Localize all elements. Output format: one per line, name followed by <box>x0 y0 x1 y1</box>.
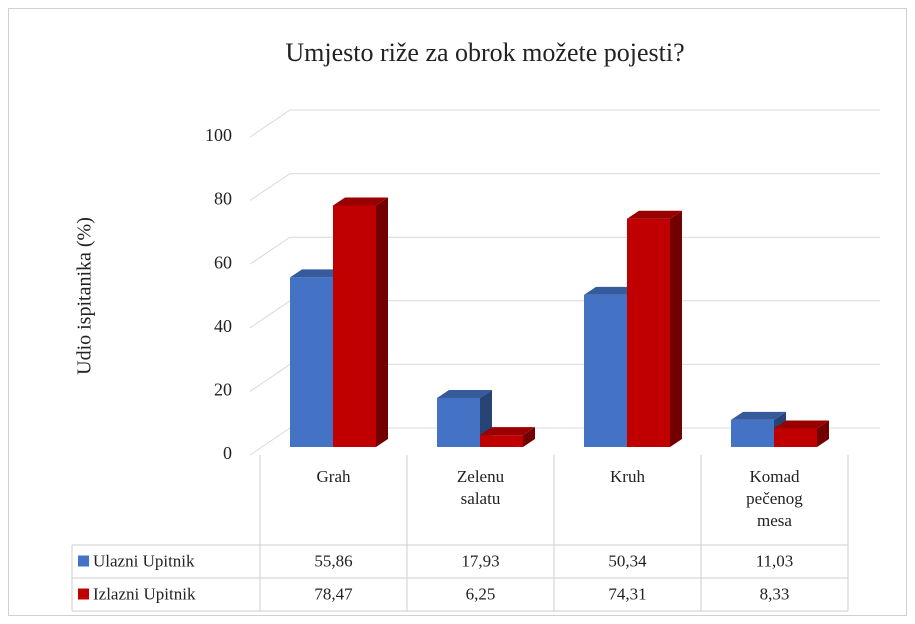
bar-side <box>670 210 682 447</box>
x-tick-label: Grah <box>316 467 351 486</box>
y-tick-label: 40 <box>214 316 232 336</box>
bar-top <box>731 411 786 420</box>
bar-top <box>437 389 492 398</box>
bar <box>290 277 333 447</box>
bar <box>627 218 670 447</box>
x-tick-label: Zelenu salatu <box>456 467 505 508</box>
bar-side <box>376 197 388 447</box>
y-tick-label: 80 <box>214 189 232 209</box>
x-tick-label: Kruh <box>610 467 645 486</box>
data-label: 78,47 <box>314 584 353 603</box>
x-tick-label: Komad pečenog mesa <box>746 467 803 530</box>
data-label: 50,34 <box>608 551 647 570</box>
grid-line <box>249 109 880 138</box>
bar-top <box>290 269 345 278</box>
bar <box>333 205 376 447</box>
bar-top <box>333 197 388 206</box>
legend-swatch <box>78 555 89 567</box>
legend-label: Izlazni Upitnik <box>93 584 196 603</box>
data-label: 11,03 <box>756 551 794 570</box>
y-tick-label: 60 <box>214 252 232 272</box>
bar <box>774 428 817 447</box>
y-tick-label: 0 <box>223 443 232 463</box>
data-label: 8,33 <box>760 584 790 603</box>
grid-line <box>249 236 880 265</box>
bar-top <box>627 210 682 219</box>
data-label: 55,86 <box>314 551 352 570</box>
bar <box>437 397 480 447</box>
grid-line <box>249 173 880 202</box>
chart-title: Umjesto riže za obrok možete pojesti? <box>285 38 684 67</box>
data-label: 6,25 <box>466 584 496 603</box>
bar-top <box>480 427 535 436</box>
bar <box>480 435 523 447</box>
legend-swatch <box>78 588 89 600</box>
y-tick-label: 20 <box>214 380 232 400</box>
bar-top <box>584 286 639 295</box>
bar-side <box>817 420 829 447</box>
bar-top <box>774 420 829 429</box>
y-tick-label: 100 <box>205 125 232 145</box>
data-label: 74,31 <box>608 584 646 603</box>
bar-side <box>523 427 535 447</box>
legend-label: Ulazni Upitnik <box>93 551 195 570</box>
bar <box>584 294 627 447</box>
y-axis-label: Udio ispitanika (%) <box>74 217 96 375</box>
data-label: 17,93 <box>461 551 499 570</box>
bar <box>731 419 774 447</box>
